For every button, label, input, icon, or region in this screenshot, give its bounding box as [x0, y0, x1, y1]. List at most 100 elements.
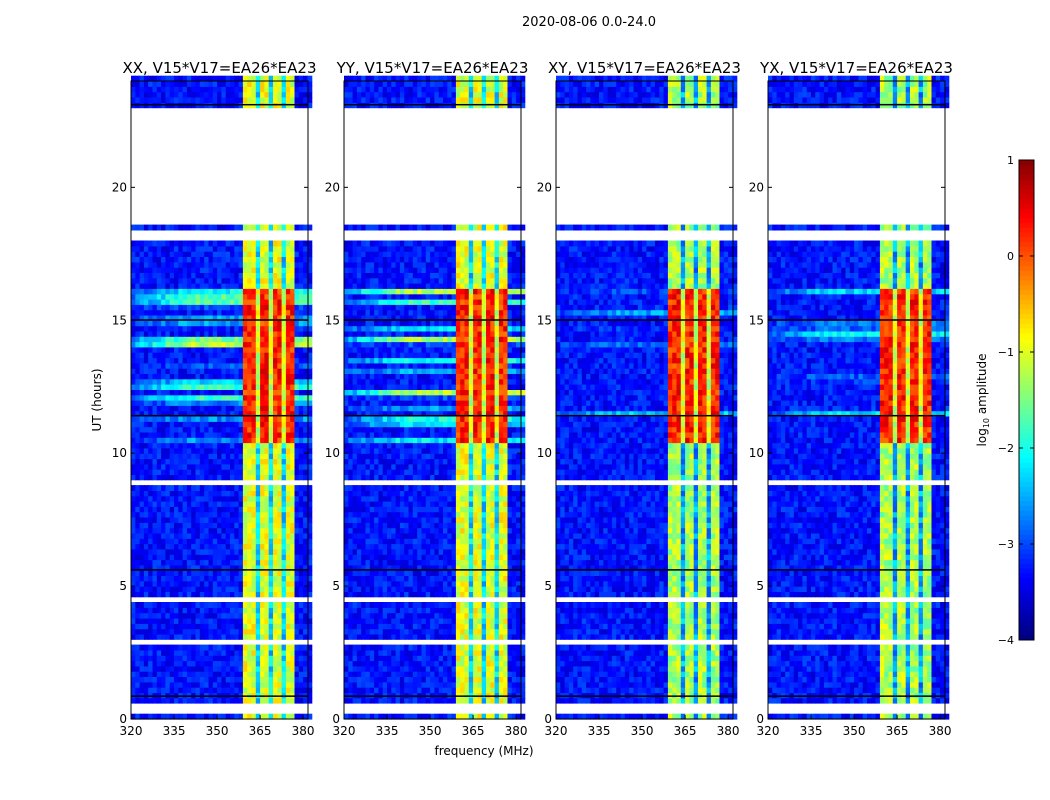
heatmap-cell — [294, 649, 300, 656]
heatmap-cell — [221, 416, 227, 422]
heatmap-cell — [143, 607, 149, 614]
heatmap-cell — [251, 320, 257, 327]
heatmap-cell — [156, 453, 162, 460]
heatmap-cell — [148, 304, 154, 311]
heatmap-cell — [251, 341, 257, 348]
heatmap-cell — [230, 81, 235, 87]
heatmap-cell — [285, 453, 291, 460]
heatmap-cell — [165, 458, 171, 465]
heatmap-cell — [174, 602, 179, 608]
heatmap-cell — [156, 357, 162, 364]
heatmap-cell — [178, 261, 184, 268]
heatmap-cell — [260, 463, 265, 470]
heatmap-cell — [378, 687, 384, 693]
heatmap-cell — [260, 538, 265, 545]
heatmap-cell — [399, 570, 405, 576]
heatmap-cell — [182, 400, 188, 406]
heatmap-cell — [412, 559, 418, 566]
heatmap-cell — [204, 81, 210, 87]
heatmap-cell — [290, 649, 296, 656]
heatmap-cell — [264, 633, 270, 640]
heatmap-cell — [191, 320, 197, 327]
heatmap-cell — [230, 543, 235, 550]
heatmap-cell — [285, 495, 291, 502]
heatmap-cell — [387, 618, 392, 624]
heatmap-cell — [169, 283, 175, 289]
heatmap-cell — [451, 660, 457, 667]
heatmap-cell — [285, 474, 291, 481]
heatmap-cell — [464, 681, 470, 688]
heatmap-cell — [165, 341, 171, 348]
heatmap-cell — [156, 501, 162, 507]
heatmap-cell — [152, 554, 158, 561]
heatmap-cell — [285, 644, 291, 651]
heatmap-cell — [268, 384, 274, 390]
heatmap-cell — [139, 378, 145, 385]
heatmap-cell — [251, 314, 257, 321]
heatmap-cell — [443, 676, 448, 683]
heatmap-cell — [294, 346, 300, 353]
heatmap-cell — [285, 400, 291, 406]
heatmap-cell — [230, 442, 235, 449]
heatmap-cell — [507, 697, 513, 704]
heatmap-cell — [178, 314, 184, 321]
heatmap-cell — [195, 697, 201, 704]
heatmap-cell — [230, 299, 235, 305]
heatmap-cell — [290, 299, 296, 305]
heatmap-cell — [464, 580, 470, 587]
heatmap-cell — [204, 314, 210, 321]
heatmap-cell — [361, 602, 367, 608]
heatmap-cell — [212, 288, 218, 295]
heatmap-cell — [186, 357, 192, 364]
heatmap-cell — [277, 405, 283, 412]
heatmap-cell — [234, 564, 240, 571]
heatmap-cell — [298, 373, 304, 380]
heatmap-cell — [264, 373, 270, 380]
heatmap-cell — [251, 277, 257, 284]
heatmap-cell — [182, 442, 188, 449]
heatmap-cell — [212, 548, 218, 555]
heatmap-cell — [148, 612, 154, 619]
heatmap-cell — [221, 517, 227, 523]
heatmap-cell — [195, 341, 201, 348]
heatmap-cell — [303, 362, 308, 369]
heatmap-cell — [139, 687, 145, 693]
heatmap-cell — [290, 506, 296, 513]
heatmap-cell — [255, 697, 261, 704]
heatmap-cell — [230, 91, 235, 98]
heatmap-cell — [520, 591, 526, 598]
heatmap-cell — [281, 618, 287, 624]
heatmap-cell — [455, 602, 461, 608]
heatmap-cell — [139, 469, 145, 475]
heatmap-cell — [204, 336, 210, 343]
heatmap-cell — [230, 447, 235, 454]
heatmap-cell — [143, 346, 149, 353]
heatmap-cell — [195, 283, 201, 289]
heatmap-cell — [186, 416, 192, 422]
heatmap-cell — [152, 346, 158, 353]
heatmap-cell — [404, 575, 410, 582]
heatmap-cell — [382, 580, 388, 587]
heatmap-cell — [208, 352, 214, 359]
heatmap-cell — [225, 86, 231, 93]
heatmap-cell — [290, 628, 296, 635]
heatmap-cell — [374, 559, 379, 566]
heatmap-cell — [238, 676, 244, 683]
heatmap-cell — [174, 272, 179, 279]
heatmap-cell — [268, 623, 274, 630]
heatmap-cell — [294, 628, 300, 635]
heatmap-cell — [165, 554, 171, 561]
heatmap-cell — [264, 352, 270, 359]
heatmap-cell — [131, 251, 136, 257]
heatmap-cell — [217, 389, 222, 396]
heatmap-cell — [225, 272, 231, 279]
heatmap-cell — [161, 224, 166, 231]
heatmap-cell — [135, 575, 141, 582]
heatmap-cell — [221, 543, 227, 550]
heatmap-cell — [178, 336, 184, 343]
heatmap-cell — [399, 681, 405, 688]
heatmap-cell — [143, 91, 149, 98]
heatmap-cell — [298, 527, 304, 534]
heatmap-cell — [182, 607, 188, 614]
heatmap-cell — [165, 463, 171, 470]
